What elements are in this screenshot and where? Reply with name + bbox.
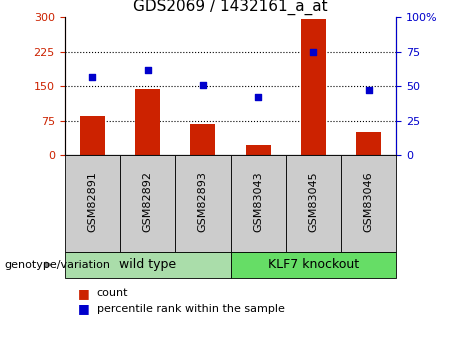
Bar	[190, 124, 215, 155]
Bar	[301, 19, 326, 155]
Bar	[135, 89, 160, 155]
Text: GSM83045: GSM83045	[308, 171, 319, 232]
Text: ■: ■	[78, 287, 90, 300]
Bar	[356, 132, 381, 155]
Text: GSM83043: GSM83043	[253, 171, 263, 232]
Point	[89, 74, 96, 79]
Point	[144, 67, 151, 72]
Text: GSM82891: GSM82891	[87, 171, 97, 232]
Bar	[80, 116, 105, 155]
Text: ■: ■	[78, 302, 90, 315]
Text: wild type: wild type	[119, 258, 176, 271]
Text: GSM82893: GSM82893	[198, 171, 208, 232]
Text: percentile rank within the sample: percentile rank within the sample	[97, 304, 285, 314]
Text: GSM83046: GSM83046	[364, 171, 374, 232]
Text: GSM82892: GSM82892	[142, 171, 153, 232]
Text: genotype/variation: genotype/variation	[5, 260, 111, 270]
Text: KLF7 knockout: KLF7 knockout	[268, 258, 359, 271]
Title: GDS2069 / 1432161_a_at: GDS2069 / 1432161_a_at	[133, 0, 328, 14]
Point	[199, 82, 207, 88]
Point	[365, 88, 372, 93]
Bar	[246, 145, 271, 155]
Point	[310, 49, 317, 55]
Point	[254, 95, 262, 100]
Text: count: count	[97, 288, 128, 298]
